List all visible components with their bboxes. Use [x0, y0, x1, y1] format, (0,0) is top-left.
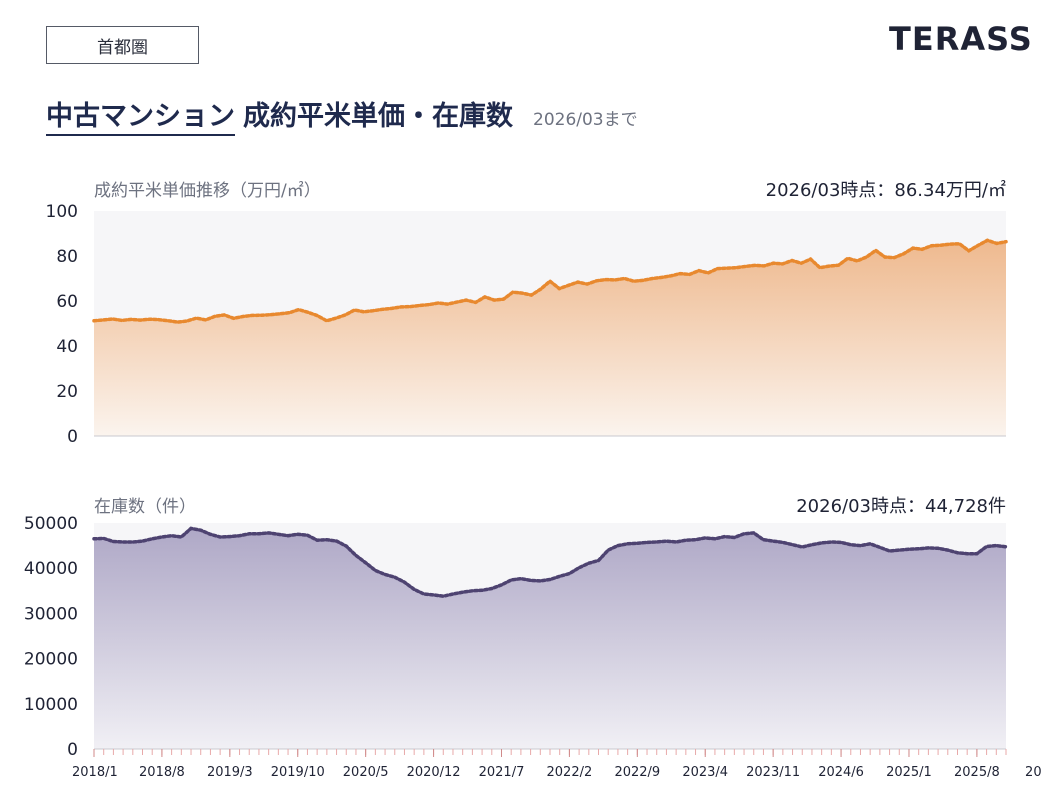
- inventory-chart: 在庫数（件） 2026/03時点：44,728件 0 10000 20000 3000…: [24, 496, 1041, 780]
- title-period: 2026/03まで: [533, 110, 638, 130]
- price-y-tick-label: 100: [46, 202, 78, 222]
- price-chart-annotation: 2026/03時点：86.34万円/㎡: [766, 179, 1006, 201]
- price-y-axis: 0 20 40 60 80 100: [46, 202, 78, 447]
- price-y-tick-label: 80: [56, 247, 78, 267]
- inventory-y-tick-label: 50000: [24, 514, 78, 534]
- inventory-y-tick-label: 30000: [24, 604, 78, 624]
- price-y-tick-label: 0: [67, 427, 78, 447]
- inventory-chart-annotation: 2026/03時点：44,728件: [796, 496, 1006, 517]
- x-tick-label: 2020/5: [343, 765, 389, 780]
- x-tick-label: 2020/12: [407, 765, 461, 780]
- inventory-y-tick-label: 40000: [24, 559, 78, 579]
- x-tick-label: 2022/9: [614, 765, 660, 780]
- x-axis: 2018/1 2018/8 2019/3 2019/10 2020/5 2020/12 20…: [72, 749, 1041, 780]
- inventory-area: [94, 528, 1006, 749]
- price-y-tick-label: 60: [56, 292, 78, 312]
- x-tick-label: 2019/3: [207, 765, 253, 780]
- x-tick-label: 2025/8: [954, 765, 1000, 780]
- price-y-tick-label: 40: [56, 337, 78, 357]
- inventory-chart-title: 在庫数（件）: [94, 497, 196, 517]
- x-tick-label: 2019/10: [271, 765, 325, 780]
- price-series-line: [92, 238, 1008, 324]
- price-y-tick-label: 20: [56, 382, 78, 402]
- region-label: 首都圏: [97, 37, 148, 58]
- inventory-y-tick-label: 10000: [24, 695, 78, 715]
- title-underlined: 中古マンション: [46, 94, 235, 136]
- x-tick-label: 2021/7: [479, 765, 525, 780]
- inventory-series-line: [92, 526, 1008, 598]
- price-chart-title: 成約平米単価推移（万円/㎡）: [94, 181, 321, 201]
- title-rest: 成約平米単価・在庫数: [243, 101, 513, 132]
- inventory-y-axis: 0 10000 20000 30000 40000 50000: [24, 514, 78, 760]
- page-title: 中古マンション 成約平米単価・在庫数 2026/03まで: [46, 94, 638, 136]
- x-axis-minor-ticks: [93, 749, 1007, 755]
- inventory-y-tick-label: 20000: [24, 650, 78, 670]
- x-tick-label: 2026/3: [1025, 765, 1041, 780]
- region-badge: 首都圏: [46, 26, 199, 64]
- x-tick-label: 2025/1: [886, 765, 932, 780]
- price-chart: 成約平米単価推移（万円/㎡） 2026/03時点：86.34万円/㎡ 0 20 40…: [46, 179, 1008, 447]
- x-tick-label: 2024/6: [818, 765, 864, 780]
- x-tick-label: 2023/11: [746, 765, 800, 780]
- x-tick-label: 2018/1: [72, 765, 118, 780]
- terass-logo: TERASS: [889, 20, 1033, 58]
- x-tick-label: 2022/2: [547, 765, 593, 780]
- x-tick-label: 2018/8: [139, 765, 185, 780]
- x-tick-label: 2023/4: [682, 765, 728, 780]
- price-area: [94, 240, 1006, 436]
- inventory-y-tick-label: 0: [67, 740, 78, 760]
